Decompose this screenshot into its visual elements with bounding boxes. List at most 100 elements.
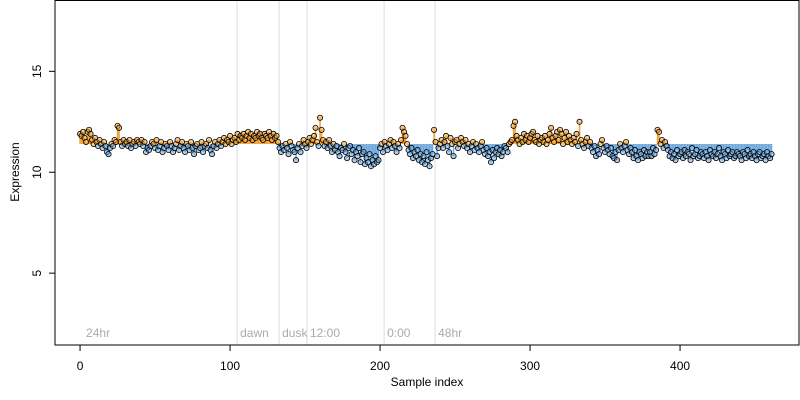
point <box>491 155 498 162</box>
annotation: 24hr <box>86 326 110 340</box>
point <box>431 126 438 133</box>
point <box>110 143 117 150</box>
point <box>596 151 603 158</box>
annotation: 12:00 <box>310 326 340 340</box>
point <box>614 157 621 164</box>
x-tick-label: 0 <box>77 359 84 373</box>
point <box>317 114 324 121</box>
point <box>87 130 94 137</box>
point <box>623 138 630 145</box>
point <box>504 149 511 156</box>
x-tick-label: 100 <box>220 359 240 373</box>
y-tick-label: 5 <box>30 269 44 276</box>
point <box>312 124 319 131</box>
annotation: 48hr <box>438 326 462 340</box>
point <box>672 157 679 164</box>
point <box>768 151 775 158</box>
point <box>705 157 712 164</box>
point <box>402 132 409 139</box>
point <box>366 151 373 158</box>
point <box>509 136 516 143</box>
point <box>404 140 411 147</box>
y-tick-label: 10 <box>30 165 44 179</box>
point <box>744 147 751 154</box>
point <box>420 153 427 160</box>
point <box>275 138 282 145</box>
point <box>83 138 90 145</box>
annotation: dusk <box>282 326 308 340</box>
point <box>434 153 441 160</box>
point <box>414 147 421 154</box>
point <box>576 118 583 125</box>
point <box>408 145 415 152</box>
point <box>375 157 382 164</box>
annotation: 0:00 <box>387 326 411 340</box>
point <box>479 138 486 145</box>
point <box>191 151 198 158</box>
point <box>311 132 318 139</box>
point <box>273 132 280 139</box>
point <box>608 145 615 152</box>
point <box>315 143 322 150</box>
point <box>105 151 112 158</box>
point <box>393 149 400 156</box>
point <box>347 143 354 150</box>
point <box>426 163 433 170</box>
point <box>423 149 430 156</box>
point <box>141 138 148 145</box>
y-tick-label: 15 <box>30 64 44 78</box>
point <box>342 149 349 156</box>
plot-frame <box>54 0 800 346</box>
point <box>372 153 379 160</box>
point <box>716 145 723 152</box>
point <box>116 124 123 131</box>
point <box>318 126 325 133</box>
point <box>530 128 537 135</box>
point <box>512 118 519 125</box>
point <box>303 145 310 152</box>
point <box>360 149 367 156</box>
point <box>351 157 358 164</box>
point <box>291 149 298 156</box>
point <box>188 138 195 145</box>
point <box>572 138 579 145</box>
point <box>326 136 333 143</box>
point <box>546 130 553 137</box>
point <box>441 138 448 145</box>
x-tick-label: 200 <box>370 359 390 373</box>
point <box>446 149 453 156</box>
point <box>396 145 403 152</box>
point <box>555 136 562 143</box>
point <box>450 153 457 160</box>
point <box>293 157 300 164</box>
point <box>687 157 694 164</box>
point <box>341 140 348 147</box>
point <box>584 134 591 141</box>
point <box>548 124 555 131</box>
point <box>344 155 351 162</box>
point <box>587 138 594 145</box>
point <box>573 130 580 137</box>
point <box>336 153 343 160</box>
point <box>462 136 469 143</box>
point <box>653 147 660 154</box>
x-axis-label: Sample index <box>391 375 464 389</box>
point <box>206 136 213 143</box>
point <box>356 145 363 152</box>
point <box>209 151 216 158</box>
x-tick-label: 300 <box>520 359 540 373</box>
point <box>398 136 405 143</box>
point <box>488 159 495 166</box>
point <box>591 143 598 150</box>
y-axis-label: Expression <box>8 142 22 201</box>
point <box>297 149 304 156</box>
point <box>447 134 454 141</box>
point <box>285 151 292 158</box>
x-tick-label: 400 <box>670 359 690 373</box>
point <box>483 145 490 152</box>
point <box>563 128 570 135</box>
point <box>200 149 207 156</box>
point <box>656 128 663 135</box>
annotation: dawn <box>240 326 269 340</box>
